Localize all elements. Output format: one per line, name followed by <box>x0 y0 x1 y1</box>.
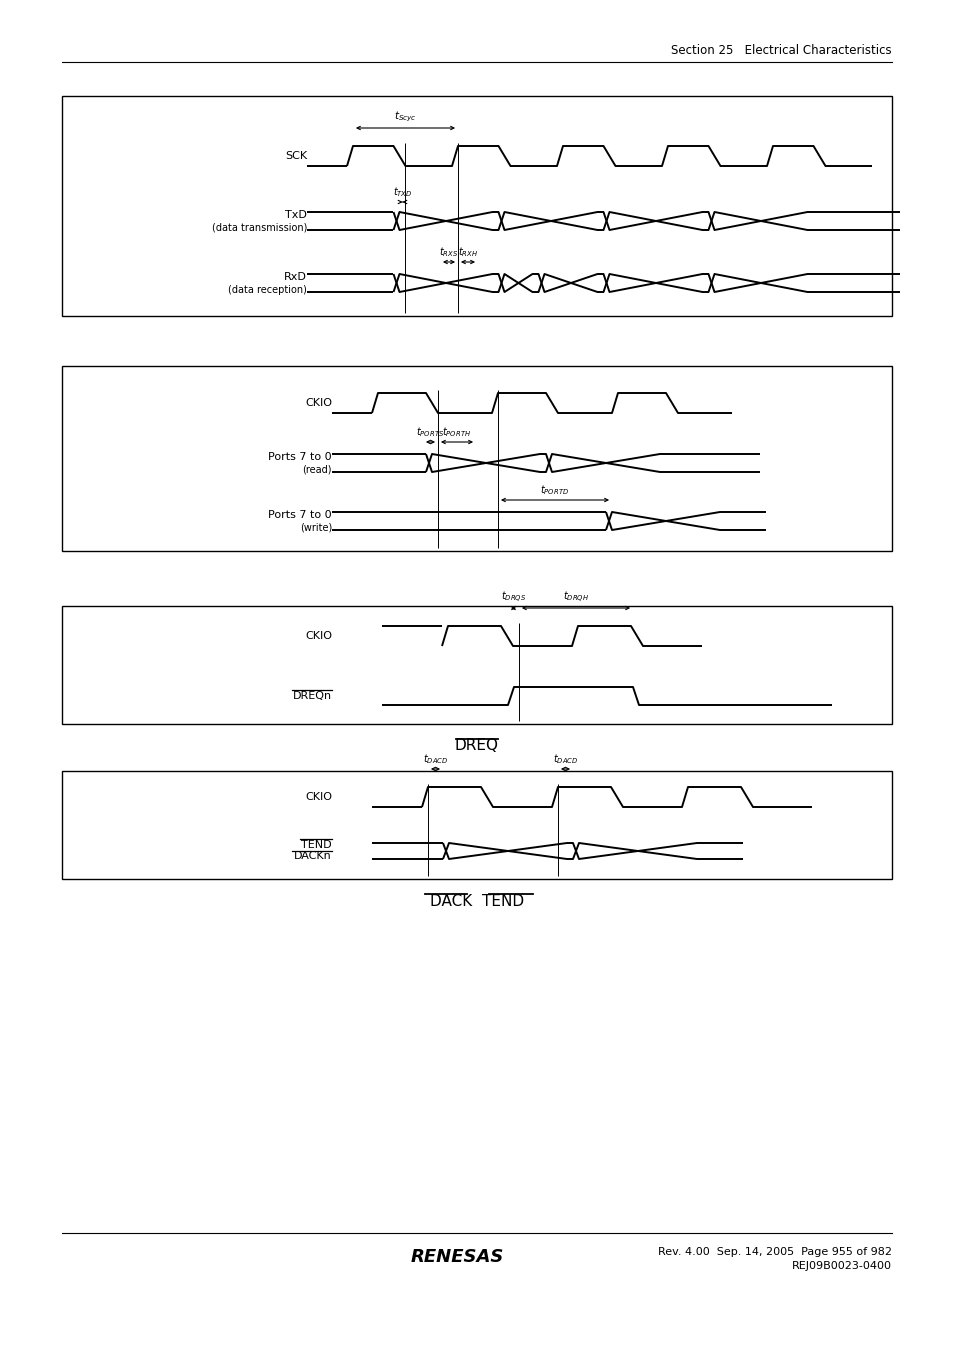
Bar <box>62 366 891 551</box>
Text: $t_{PORTS}$: $t_{PORTS}$ <box>416 426 444 439</box>
Text: (data transmission): (data transmission) <box>212 223 307 232</box>
Text: $t_{Scyc}$: $t_{Scyc}$ <box>394 109 416 124</box>
Text: CKIO: CKIO <box>305 399 332 408</box>
Bar <box>62 607 891 724</box>
Text: TxD: TxD <box>285 209 307 220</box>
Text: Section 25   Electrical Characteristics: Section 25 Electrical Characteristics <box>671 45 891 57</box>
Text: DREQn: DREQn <box>293 690 332 701</box>
Text: DACKn: DACKn <box>294 851 332 861</box>
Bar <box>62 96 891 316</box>
Text: CKIO: CKIO <box>305 792 332 802</box>
Text: $t_{DRQS}$: $t_{DRQS}$ <box>500 590 526 605</box>
Bar <box>62 771 891 880</box>
Text: TEND: TEND <box>301 840 332 850</box>
Text: $t_{PORTD}$: $t_{PORTD}$ <box>540 484 569 497</box>
Text: Ports 7 to 0: Ports 7 to 0 <box>268 453 332 462</box>
Text: (write): (write) <box>299 523 332 534</box>
Text: DACK  TEND: DACK TEND <box>430 893 523 908</box>
Text: Ports 7 to 0: Ports 7 to 0 <box>268 509 332 520</box>
Text: RxD: RxD <box>284 272 307 282</box>
Text: SCK: SCK <box>285 151 307 161</box>
Text: $t_{DACD}$: $t_{DACD}$ <box>422 753 448 766</box>
Text: REJ09B0023-0400: REJ09B0023-0400 <box>791 1260 891 1271</box>
Text: (read): (read) <box>302 465 332 476</box>
Text: $t_{DACD}$: $t_{DACD}$ <box>552 753 578 766</box>
Text: DREQ: DREQ <box>455 739 498 754</box>
Text: RENESAS: RENESAS <box>410 1248 503 1266</box>
Text: Rev. 4.00  Sep. 14, 2005  Page 955 of 982: Rev. 4.00 Sep. 14, 2005 Page 955 of 982 <box>658 1247 891 1256</box>
Text: CKIO: CKIO <box>305 631 332 640</box>
Text: $t_{PORTH}$: $t_{PORTH}$ <box>442 426 471 439</box>
Text: $t_{RXS}$: $t_{RXS}$ <box>439 245 458 259</box>
Text: $t_{DRQH}$: $t_{DRQH}$ <box>562 590 588 605</box>
Text: $t_{TXD}$: $t_{TXD}$ <box>393 185 412 199</box>
Text: (data reception): (data reception) <box>228 285 307 295</box>
Text: $t_{RXH}$: $t_{RXH}$ <box>457 245 477 259</box>
